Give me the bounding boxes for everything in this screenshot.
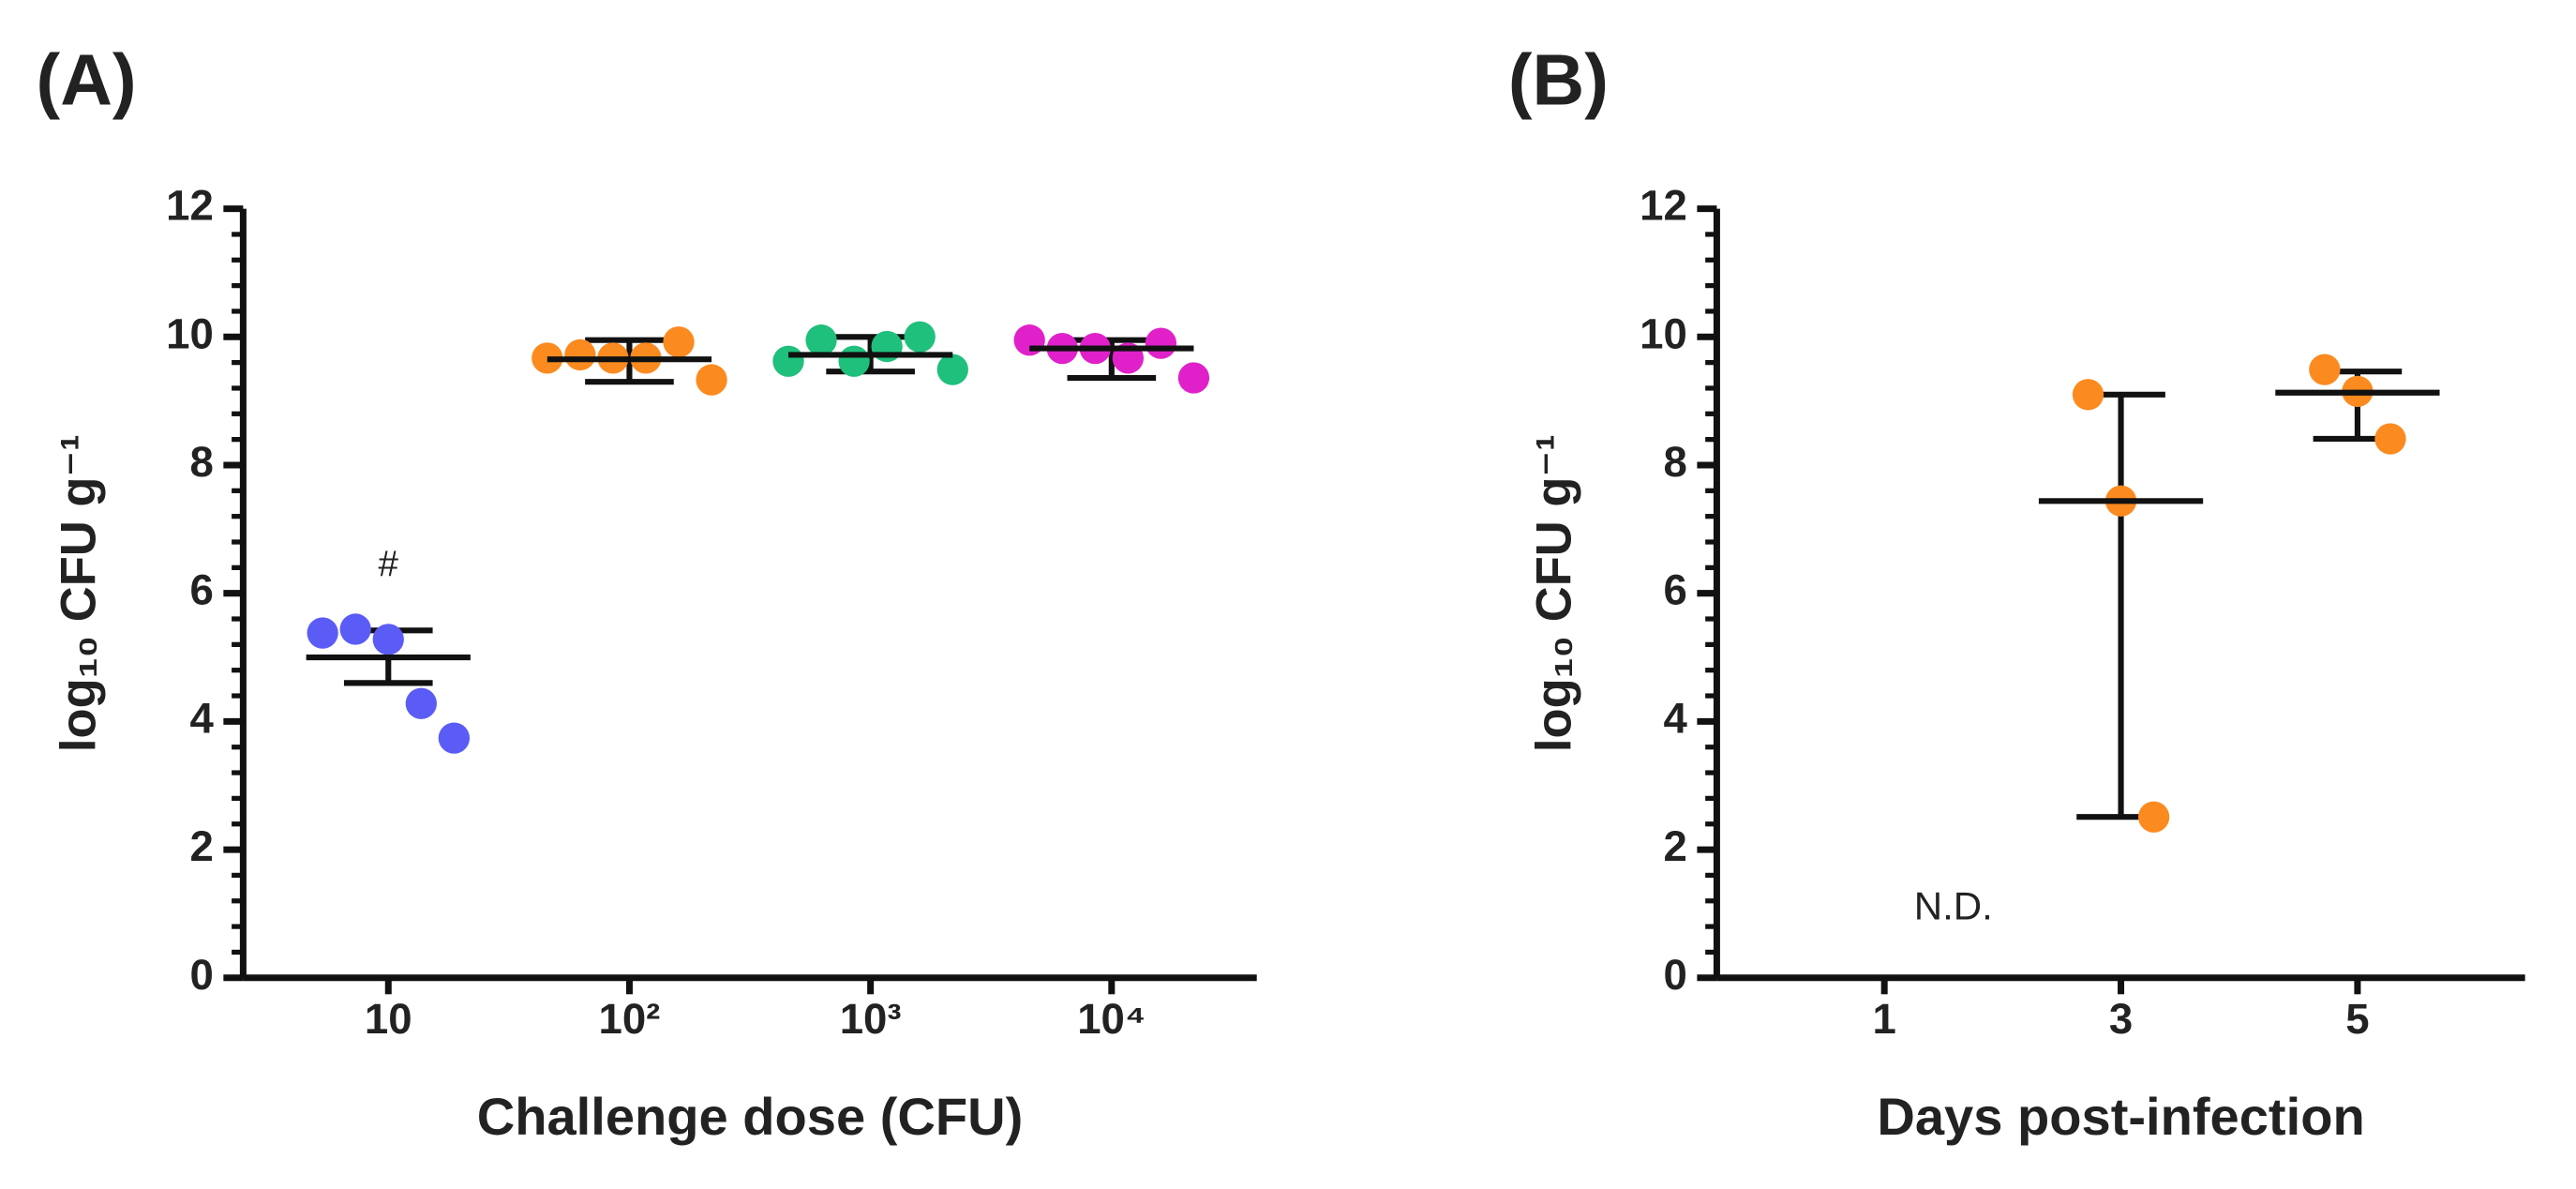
x-axis-label: Challenge dose (CFU) (477, 1087, 1024, 1146)
data-point (307, 617, 338, 649)
panel: (A) 0 2 4 6 8 10 12 log₁₀ CFU g⁻¹ Challenge dose … (37, 40, 1257, 1146)
panel-label: (A) (37, 40, 137, 121)
y-tick-label: 0 (189, 951, 213, 999)
x-tick-label: 10 (365, 995, 412, 1043)
data-point (339, 613, 371, 645)
y-tick-label: 10 (1640, 309, 1687, 357)
y-axis-label: log₁₀ CFU g⁻¹ (1526, 434, 1581, 752)
data-point (2374, 423, 2406, 455)
data-point (936, 354, 968, 385)
data-point (838, 345, 870, 377)
data-point (564, 339, 596, 371)
data-point (805, 324, 837, 356)
x-axis-label: Days post-infection (1877, 1087, 2364, 1146)
y-tick-label: 12 (166, 182, 214, 230)
annotation: # (379, 545, 399, 585)
data-point (772, 345, 804, 377)
x-tick-label: 5 (2345, 995, 2369, 1043)
data-point (1145, 327, 1177, 359)
x-tick-label: 10³ (840, 995, 902, 1043)
data-point (2309, 354, 2341, 385)
data-point (405, 687, 437, 719)
y-tick-label: 6 (189, 566, 213, 614)
x-tick-label: 10² (599, 995, 661, 1043)
x-tick-label: 3 (2109, 995, 2133, 1043)
y-tick-label: 12 (1640, 182, 1687, 230)
y-tick-label: 10 (166, 309, 214, 357)
data-point (904, 321, 936, 353)
y-tick-label: 0 (1664, 951, 1687, 999)
panel-label: (B) (1508, 40, 1609, 121)
x-tick-label: 10⁴ (1077, 995, 1146, 1043)
data-point (438, 722, 471, 754)
data-point (2137, 801, 2170, 833)
y-axis-label: log₁₀ CFU g⁻¹ (52, 434, 107, 752)
y-tick-label: 6 (1664, 566, 1687, 614)
data-point (663, 326, 695, 358)
data-point (372, 624, 404, 655)
y-tick-label: 2 (189, 822, 213, 870)
data-point (696, 364, 727, 396)
x-tick-label: 1 (1873, 995, 1896, 1043)
data-point (2072, 379, 2104, 411)
y-tick-label: 4 (1664, 694, 1688, 742)
panel: (B) 0 2 4 6 8 10 12 log₁₀ CFU g⁻¹ Days post-infec… (1508, 40, 2525, 1146)
y-tick-label: 8 (189, 438, 213, 486)
data-point (1177, 362, 1210, 394)
y-tick-label: 8 (1664, 438, 1687, 486)
y-tick-label: 2 (1664, 822, 1687, 870)
y-tick-label: 4 (189, 694, 214, 742)
annotation: N.D. (1914, 883, 1993, 927)
